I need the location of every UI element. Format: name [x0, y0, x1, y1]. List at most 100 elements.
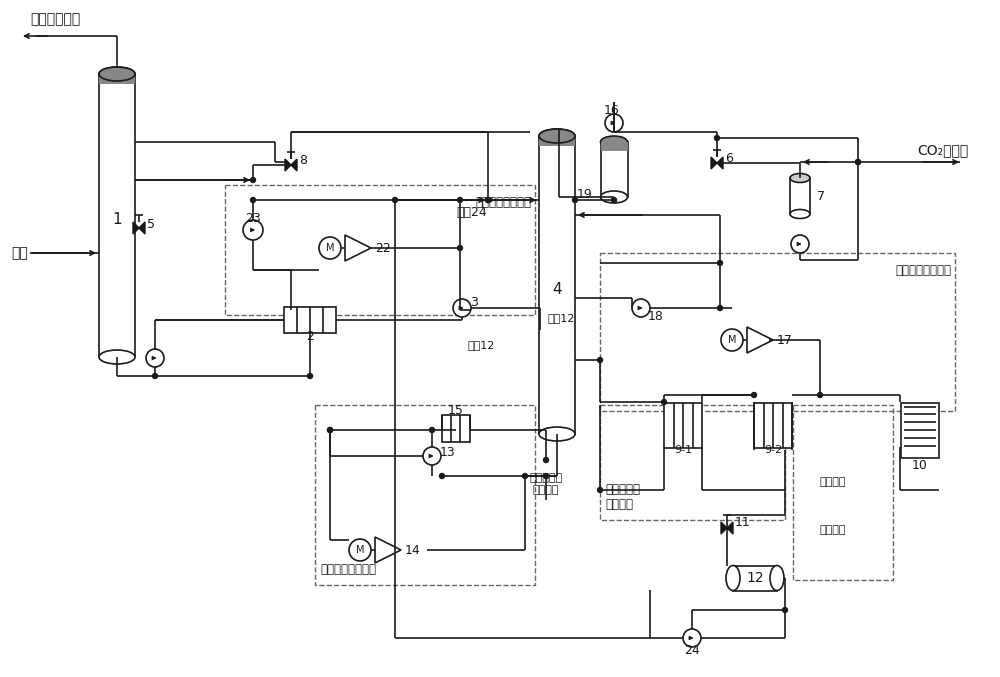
Text: 9-1: 9-1	[674, 445, 692, 455]
Polygon shape	[721, 522, 727, 534]
Circle shape	[714, 135, 720, 141]
Circle shape	[605, 114, 623, 132]
Text: 自低温余热
回收单元: 自低温余热 回收单元	[605, 483, 640, 511]
Text: 2: 2	[306, 330, 314, 343]
Polygon shape	[345, 235, 371, 261]
Circle shape	[152, 374, 158, 378]
Circle shape	[328, 427, 332, 433]
Text: 13: 13	[440, 445, 456, 458]
Polygon shape	[291, 159, 297, 171]
Text: 10: 10	[912, 459, 928, 472]
Circle shape	[572, 198, 578, 202]
Circle shape	[544, 473, 548, 479]
Bar	[600, 405, 785, 520]
Bar	[600, 253, 955, 411]
Circle shape	[440, 473, 444, 479]
Text: 去往12: 去往12	[468, 340, 495, 350]
Circle shape	[423, 447, 441, 465]
Polygon shape	[285, 159, 291, 171]
Circle shape	[319, 237, 341, 259]
Text: 7: 7	[817, 190, 825, 202]
Polygon shape	[717, 157, 723, 169]
Circle shape	[458, 246, 462, 250]
Circle shape	[430, 427, 434, 433]
Text: 烟气: 烟气	[11, 246, 28, 260]
Polygon shape	[133, 222, 139, 234]
Text: 中温余热回收单元: 中温余热回收单元	[895, 264, 951, 277]
Polygon shape	[727, 522, 733, 534]
Bar	[754, 403, 792, 447]
Bar	[284, 307, 336, 333]
Circle shape	[718, 261, 722, 265]
Text: 19: 19	[577, 188, 593, 200]
Circle shape	[791, 235, 809, 253]
Circle shape	[598, 357, 602, 362]
Circle shape	[486, 198, 490, 202]
Text: M: M	[728, 335, 736, 345]
Circle shape	[856, 160, 860, 165]
Polygon shape	[139, 222, 145, 234]
Ellipse shape	[726, 565, 740, 590]
Circle shape	[243, 220, 263, 240]
Bar	[315, 405, 535, 585]
Text: 来自24: 来自24	[456, 206, 487, 219]
Text: 5: 5	[147, 217, 155, 230]
Circle shape	[458, 198, 462, 202]
Ellipse shape	[99, 350, 135, 364]
Text: 22: 22	[375, 242, 391, 255]
Bar	[733, 565, 777, 590]
Circle shape	[683, 629, 701, 647]
Text: 15: 15	[448, 403, 464, 416]
Circle shape	[250, 177, 256, 183]
Ellipse shape	[99, 67, 135, 81]
Text: 正常无量: 正常无量	[820, 477, 846, 487]
Circle shape	[486, 198, 490, 202]
Ellipse shape	[539, 129, 575, 143]
Circle shape	[250, 198, 256, 202]
Circle shape	[328, 427, 332, 433]
Text: 11: 11	[735, 517, 751, 529]
Text: 14: 14	[405, 544, 421, 556]
Bar	[99, 74, 135, 357]
Text: 烟气排入大气: 烟气排入大气	[30, 12, 80, 26]
Text: CO₂产品气: CO₂产品气	[917, 143, 968, 157]
Circle shape	[662, 399, 666, 404]
Bar	[539, 136, 575, 146]
Circle shape	[632, 299, 650, 317]
Text: 23: 23	[245, 211, 261, 225]
Text: 4: 4	[552, 282, 562, 297]
Text: 去低温余热
回收单元: 去低温余热 回收单元	[529, 473, 563, 495]
Text: 6: 6	[725, 152, 733, 165]
Bar	[99, 74, 135, 84]
Polygon shape	[375, 537, 401, 563]
Polygon shape	[711, 157, 717, 169]
Ellipse shape	[790, 209, 810, 219]
Bar	[793, 405, 893, 580]
Circle shape	[718, 305, 722, 311]
Circle shape	[349, 539, 371, 561]
Circle shape	[544, 458, 548, 462]
Text: M: M	[326, 243, 334, 253]
Circle shape	[752, 393, 757, 397]
Ellipse shape	[600, 191, 628, 203]
Bar	[600, 142, 628, 197]
Text: 12: 12	[746, 571, 764, 585]
Circle shape	[818, 393, 822, 397]
Circle shape	[453, 299, 471, 317]
Circle shape	[856, 160, 860, 165]
Bar	[664, 403, 702, 447]
Circle shape	[612, 198, 616, 202]
Ellipse shape	[790, 173, 810, 183]
Text: 18: 18	[648, 309, 664, 322]
Circle shape	[782, 607, 788, 613]
Text: 3: 3	[470, 297, 478, 309]
Text: M: M	[356, 545, 364, 555]
Ellipse shape	[539, 129, 575, 143]
Ellipse shape	[99, 67, 135, 81]
Circle shape	[522, 473, 528, 479]
Bar	[600, 142, 628, 151]
Circle shape	[721, 329, 743, 351]
Bar	[901, 403, 939, 458]
Text: 9-2: 9-2	[764, 445, 782, 455]
Ellipse shape	[770, 565, 784, 590]
